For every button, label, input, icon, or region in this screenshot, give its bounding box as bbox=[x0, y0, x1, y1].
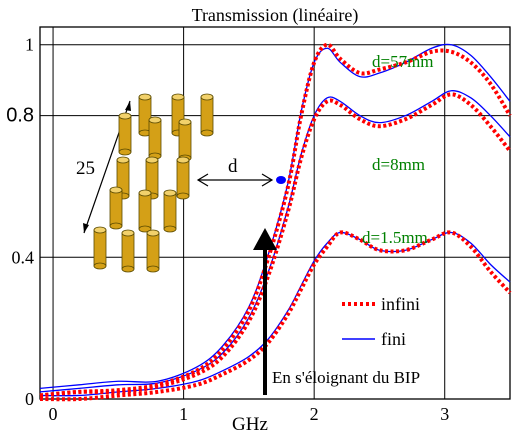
cylinder-body bbox=[176, 159, 190, 197]
legend: infini fini bbox=[342, 294, 420, 349]
cylinder-bottom bbox=[138, 225, 152, 233]
cylinder-body bbox=[121, 232, 135, 270]
bip-lattice-inset: 25 d bbox=[76, 93, 286, 273]
x-tick-labels: 0 1 2 3 bbox=[49, 404, 450, 424]
distance-label: d bbox=[228, 156, 238, 177]
cylinder-bottom bbox=[146, 265, 160, 273]
chart-title: Transmission (linéaire) bbox=[192, 5, 359, 26]
annotation-direction: En s'éloignant du BIP bbox=[272, 368, 420, 387]
series-line-infini-d-1-5mm bbox=[39, 230, 512, 402]
y-tick-label: 1 bbox=[25, 35, 34, 55]
cylinder-top bbox=[200, 93, 214, 101]
cylinder bbox=[121, 229, 135, 273]
cylinder-bottom bbox=[176, 192, 190, 200]
legend-label-fini: fini bbox=[381, 329, 406, 349]
series-line-infini-d-8mm bbox=[39, 92, 512, 398]
cylinder-bottom bbox=[200, 129, 214, 137]
legend-label-infini: infini bbox=[381, 294, 420, 314]
dimension-label: 25 bbox=[76, 158, 95, 179]
cylinder-group bbox=[93, 93, 214, 273]
cylinder-body bbox=[148, 119, 162, 157]
cylinder-top bbox=[138, 189, 152, 197]
cylinder-body bbox=[109, 189, 123, 227]
plot-frame bbox=[39, 26, 511, 400]
cylinder-top bbox=[93, 226, 107, 234]
cylinder bbox=[146, 229, 160, 273]
x-tick-label: 3 bbox=[440, 404, 449, 424]
series-lines bbox=[39, 42, 512, 402]
cylinder bbox=[148, 116, 162, 160]
cylinder-bottom bbox=[118, 148, 132, 156]
cylinder-body bbox=[138, 192, 152, 230]
cylinder bbox=[176, 156, 190, 200]
y-tick-labels: 0 0.4 0.8 1 bbox=[6, 35, 34, 409]
cylinder-top bbox=[109, 186, 123, 194]
cylinder-top bbox=[163, 189, 177, 197]
x-tick-label: 2 bbox=[310, 404, 319, 424]
probe-point bbox=[276, 176, 286, 184]
cylinder bbox=[178, 118, 192, 162]
distance-arrow-right bbox=[261, 173, 274, 187]
cylinder-bottom bbox=[163, 225, 177, 233]
cylinder bbox=[163, 189, 177, 233]
cylinder-body bbox=[178, 121, 192, 159]
cylinder-bottom bbox=[121, 265, 135, 273]
direction-arrow-head bbox=[253, 228, 277, 250]
cylinder bbox=[138, 93, 152, 137]
series-line-fini-d-8mm bbox=[39, 90, 511, 393]
cylinder-top bbox=[118, 112, 132, 120]
annotation-d57: d=57mm bbox=[372, 52, 434, 71]
cylinder-body bbox=[93, 229, 107, 267]
dimension-arrow-head-top bbox=[125, 101, 131, 111]
cylinder-body bbox=[163, 192, 177, 230]
cylinder bbox=[93, 226, 107, 270]
dimension-arrow-head-bottom bbox=[83, 223, 89, 233]
cylinder-top bbox=[116, 156, 130, 164]
cylinder-top bbox=[146, 229, 160, 237]
cylinder-top bbox=[121, 229, 135, 237]
cylinder-body bbox=[146, 232, 160, 270]
series-line-fini-d-1-5mm bbox=[39, 231, 511, 397]
cylinder-bottom bbox=[93, 262, 107, 270]
y-tick-label: 0 bbox=[25, 389, 34, 409]
x-tick-label: 1 bbox=[179, 404, 188, 424]
cylinder-body bbox=[200, 96, 214, 134]
cylinder-top bbox=[176, 156, 190, 164]
grid-lines bbox=[40, 27, 510, 400]
x-axis-label: GHz bbox=[232, 414, 268, 435]
annotation-d8: d=8mm bbox=[372, 155, 425, 174]
annotation-d1-5: d=1.5mm bbox=[362, 228, 428, 247]
distance-arrow-left bbox=[196, 173, 209, 187]
cylinder bbox=[109, 186, 123, 230]
cylinder-top bbox=[148, 116, 162, 124]
cylinder bbox=[118, 112, 132, 156]
cylinder-top bbox=[178, 118, 192, 126]
cylinder bbox=[138, 189, 152, 233]
cylinder-bottom bbox=[109, 222, 123, 230]
series-line-infini-d-57mm bbox=[39, 42, 512, 398]
y-tick-label: 0.8 bbox=[6, 105, 34, 127]
cylinder-top bbox=[138, 93, 152, 101]
y-tick-label: 0.4 bbox=[12, 247, 35, 267]
x-tick-label: 0 bbox=[49, 404, 58, 424]
cylinder bbox=[116, 156, 130, 200]
cylinder bbox=[200, 93, 214, 137]
cylinder-top bbox=[171, 93, 185, 101]
cylinder-body bbox=[118, 115, 132, 153]
cylinder-top bbox=[145, 156, 159, 164]
